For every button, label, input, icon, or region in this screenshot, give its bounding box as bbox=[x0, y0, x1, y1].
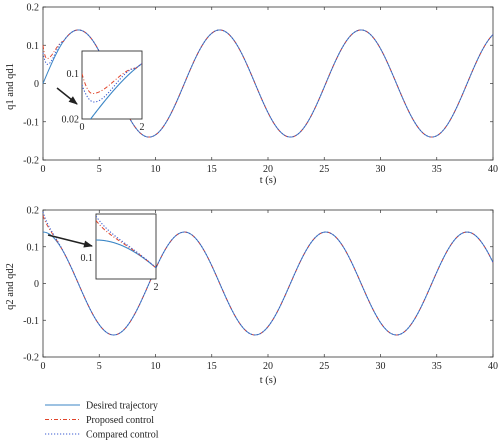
x-axis-label: t (s) bbox=[260, 375, 277, 386]
x-tick-label: 0 bbox=[41, 164, 46, 175]
y-tick-label: 0 bbox=[34, 279, 39, 290]
x-tick-label: 40 bbox=[488, 361, 498, 372]
x-tick-label: 40 bbox=[488, 164, 498, 175]
x-tick-label: 5 bbox=[97, 361, 102, 372]
inset-x-tick-label: 2 bbox=[154, 282, 159, 293]
y-tick-label: 0 bbox=[34, 79, 39, 90]
inset-line-compared bbox=[96, 215, 156, 269]
y-axis-label: q1 and qd1 bbox=[5, 63, 16, 110]
y-tick-label: 0.1 bbox=[27, 41, 40, 52]
y-tick-label: -0.2 bbox=[23, 353, 39, 364]
x-tick-label: 30 bbox=[376, 361, 386, 372]
inset-line-desired bbox=[89, 63, 142, 119]
x-tick-label: 25 bbox=[319, 361, 329, 372]
x-tick-label: 35 bbox=[432, 164, 442, 175]
inset-y-tick-label: 0.1 bbox=[81, 253, 94, 264]
inset-zoom: 0 2 0.02 0.1 bbox=[62, 50, 145, 133]
inset-x-tick-label: 2 bbox=[140, 122, 145, 133]
y-tick-label: 0.2 bbox=[27, 3, 40, 14]
bottom-panel: 0 5 10 15 20 25 30 35 40 -0.2 -0.1 0 0.1 0.2 t (s) q2 a… bbox=[5, 206, 498, 387]
y-tick-label: 0.2 bbox=[27, 206, 40, 217]
x-tick-label: 25 bbox=[319, 164, 329, 175]
y-axis-label: q2 and qd2 bbox=[5, 263, 16, 310]
x-axis-label: t (s) bbox=[260, 175, 277, 186]
inset-frame bbox=[81, 50, 143, 120]
x-tick-label: 0 bbox=[41, 361, 46, 372]
series-line-compared bbox=[42, 211, 494, 336]
legend-label: Desired trajectory bbox=[86, 401, 158, 412]
x-tick-label: 30 bbox=[376, 164, 386, 175]
zoom-arrow-head bbox=[68, 96, 78, 105]
x-tick-label: 35 bbox=[432, 361, 442, 372]
x-tick-label: 20 bbox=[263, 361, 273, 372]
inset-y-tick-label: 0.02 bbox=[62, 115, 80, 126]
y-tick-label: -0.1 bbox=[23, 117, 39, 128]
zoom-arrow-head bbox=[83, 240, 93, 248]
y-tick-label: -0.1 bbox=[23, 316, 39, 327]
inset-line-compared bbox=[82, 63, 142, 103]
x-tick-label: 15 bbox=[207, 164, 217, 175]
inset-y-tick-label: 0.1 bbox=[67, 69, 80, 80]
inset-frame bbox=[95, 213, 157, 280]
x-tick-label: 20 bbox=[263, 164, 273, 175]
x-tick-label: 15 bbox=[207, 361, 217, 372]
legend-label: Proposed control bbox=[86, 415, 154, 426]
y-tick-label: -0.2 bbox=[23, 156, 39, 167]
x-tick-label: 5 bbox=[97, 164, 102, 175]
inset-zoom: 20.1 bbox=[81, 213, 159, 293]
x-tick-label: 10 bbox=[151, 361, 161, 372]
inset-x-tick-label: 0 bbox=[80, 122, 85, 133]
legend-label: Compared control bbox=[86, 430, 159, 441]
legend: Desired trajectory Proposed control Compar… bbox=[45, 401, 159, 441]
x-tick-label: 10 bbox=[151, 164, 161, 175]
y-tick-label: 0.1 bbox=[27, 242, 40, 253]
inset-line-proposed bbox=[82, 63, 142, 94]
top-panel: 0 5 10 15 20 25 30 35 40-0.2-0.100.10.2t (s)q1 a… bbox=[5, 3, 498, 187]
